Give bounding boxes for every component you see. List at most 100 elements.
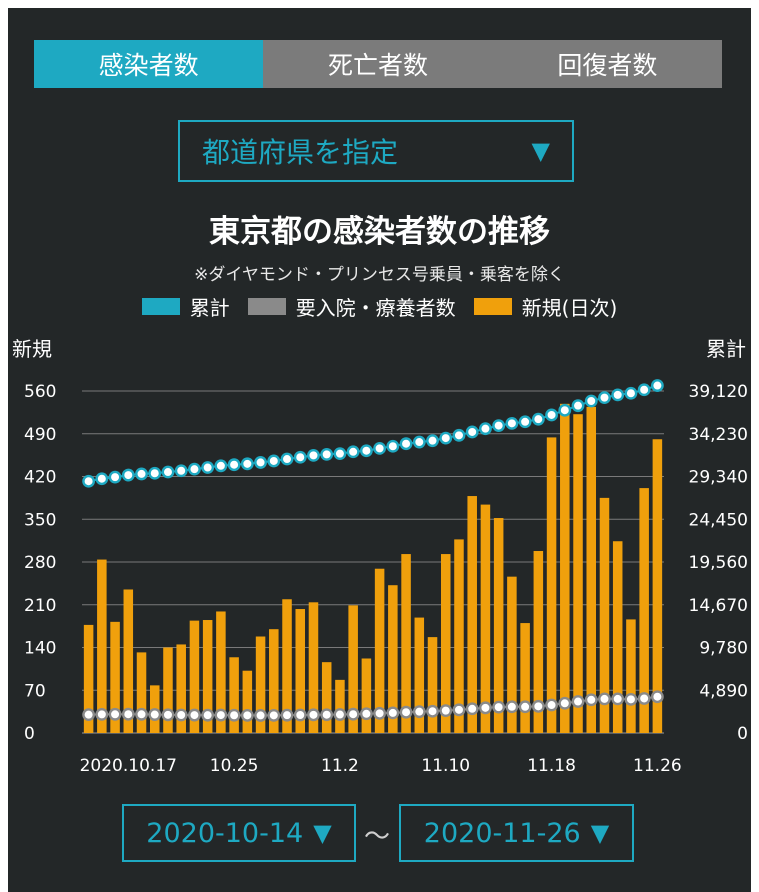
series-point — [135, 467, 148, 481]
series-point — [439, 431, 453, 445]
series-point — [571, 399, 585, 413]
series-point — [227, 458, 241, 472]
series-point — [359, 707, 373, 721]
tab-recoveries[interactable]: 回復者数 — [492, 40, 722, 88]
bar — [176, 644, 186, 733]
series-point — [465, 702, 479, 716]
series-point — [82, 474, 96, 488]
series-point — [399, 705, 413, 719]
legend-item-new: 新規(日次) — [473, 292, 617, 321]
bar — [388, 585, 398, 733]
start-date-select[interactable]: 2020-10-14 ▼ — [122, 804, 356, 862]
series-point — [254, 709, 267, 722]
series-point — [121, 707, 135, 721]
dropdown-arrow-icon: ▼ — [531, 137, 550, 165]
series-point — [95, 707, 109, 721]
bar — [335, 679, 345, 733]
y-axis-title-left: 新規 — [12, 337, 52, 361]
series-point — [161, 465, 175, 479]
series-point — [346, 707, 360, 721]
end-date-value: 2020-11-26 — [423, 817, 581, 849]
series-point — [584, 394, 598, 408]
bar — [163, 647, 173, 733]
dropdown-arrow-icon: ▼ — [590, 819, 610, 847]
series-point — [227, 708, 241, 722]
series-point — [426, 704, 439, 718]
series-point — [558, 696, 572, 710]
series-point — [280, 708, 294, 722]
x-tick-label: 11.26 — [633, 756, 682, 776]
bar — [427, 637, 438, 733]
prefecture-select[interactable]: 都道府県を指定 ▼ — [178, 120, 574, 182]
bar — [493, 518, 504, 733]
bar — [520, 623, 530, 733]
series-point — [505, 416, 519, 430]
bar — [348, 605, 358, 733]
y-tick-label-right: 4,890 — [699, 681, 748, 701]
series-point — [650, 379, 664, 392]
prefecture-select-label: 都道府県を指定 — [202, 136, 399, 169]
series-point — [214, 708, 228, 722]
chart-title: 東京都の感染者数の推移 — [209, 214, 550, 250]
series-point — [412, 435, 426, 449]
y-tick-label-right: 24,450 — [689, 510, 748, 530]
series-point — [240, 708, 254, 722]
series-point — [386, 439, 400, 453]
series-point — [359, 444, 373, 458]
x-tick-label: 11.10 — [421, 756, 470, 776]
y-tick-label-right: 0 — [737, 724, 748, 744]
chart-legend: 累計 要入院・療養者数 新規(日次) — [0, 292, 759, 321]
series-point — [121, 468, 135, 482]
series-point — [650, 690, 664, 704]
series-point — [320, 708, 334, 722]
bar — [573, 414, 583, 733]
series-point — [267, 454, 281, 468]
series-point — [598, 391, 611, 405]
series-point — [267, 708, 281, 722]
y-tick-label-left: 0 — [24, 724, 35, 744]
y-tick-label-right: 29,340 — [689, 468, 748, 488]
x-tick-label: 10.25 — [210, 756, 259, 776]
series-point — [545, 408, 558, 422]
series-point — [598, 692, 611, 706]
series-point — [386, 706, 400, 720]
series-point — [373, 706, 387, 720]
series-point — [465, 425, 479, 439]
series-point — [307, 708, 320, 722]
series-point — [426, 434, 439, 448]
series-point — [201, 461, 215, 474]
chart-subtitle: ※ダイヤモンド・プリンセス号乗員・乗客を除く — [194, 265, 565, 285]
tab-deaths[interactable]: 死亡者数 — [263, 40, 493, 88]
y-tick-label-right: 9,780 — [699, 639, 748, 659]
bar — [586, 406, 597, 733]
series-point — [531, 412, 545, 426]
series-point — [479, 701, 492, 715]
legend-swatch-cumulative — [141, 298, 180, 315]
series-point — [611, 388, 625, 402]
bar — [401, 554, 411, 733]
bar — [83, 624, 94, 733]
legend-swatch-hospitalized — [247, 298, 286, 315]
series-point — [82, 708, 96, 722]
y-tick-label-left: 420 — [24, 468, 56, 488]
series-point — [584, 693, 598, 707]
series-point — [293, 450, 307, 464]
bar — [599, 497, 610, 733]
series-point — [214, 459, 228, 473]
bar — [97, 559, 107, 733]
series-point — [135, 707, 148, 721]
end-date-select[interactable]: 2020-11-26 ▼ — [399, 804, 634, 862]
x-tick-label: 2020.10.17 — [80, 756, 177, 776]
legend-label-hospitalized: 要入院・療養者数 — [295, 296, 456, 320]
tab-infections[interactable]: 感染者数 — [34, 40, 264, 88]
series-point — [624, 692, 638, 706]
y-tick-label-left: 350 — [24, 510, 56, 530]
series-point — [320, 447, 334, 461]
y-axis-title-right: 累計 — [706, 337, 746, 361]
y-tick-label-left: 210 — [24, 596, 56, 616]
series-point — [505, 700, 519, 714]
y-tick-label-right: 34,230 — [689, 425, 748, 445]
bar — [321, 662, 332, 733]
y-tick-label-right: 39,120 — [689, 382, 748, 402]
